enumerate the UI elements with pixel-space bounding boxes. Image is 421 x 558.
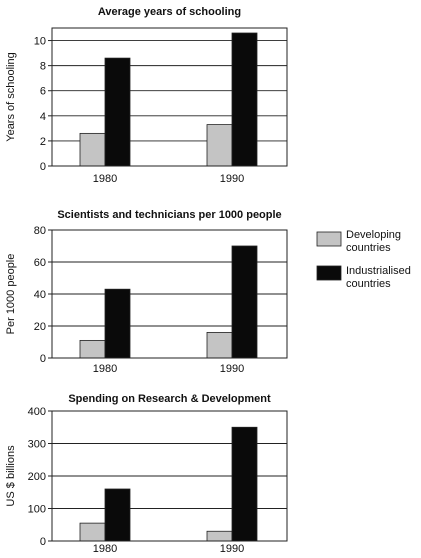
y-axis-label: Per 1000 people	[5, 254, 17, 335]
y-tick-label: 10	[34, 36, 46, 48]
plot-frame	[51, 410, 288, 542]
chart-title: Scientists and technicians per 1000 peop…	[57, 209, 281, 221]
y-tick-label: 6	[40, 86, 46, 98]
bar-developing-1980	[79, 522, 106, 542]
y-axis-label: US $ billions	[5, 445, 17, 507]
chart-title: Average years of schooling	[98, 6, 241, 18]
bar-industrialised-1980	[104, 288, 131, 359]
y-tick-label: 20	[34, 321, 46, 333]
y-tick-label: 200	[28, 471, 46, 483]
legend-label: countries	[346, 242, 391, 254]
legend-swatch	[316, 265, 342, 281]
y-tick-label: 0	[40, 536, 46, 548]
bar-industrialised-1990	[231, 32, 258, 167]
legend-swatch	[316, 231, 342, 247]
legend-label: Industrialised	[346, 265, 411, 277]
bar-industrialised-1990	[231, 426, 258, 542]
y-tick-label: 60	[34, 257, 46, 269]
bar-industrialised-1980	[104, 57, 131, 167]
x-tick-label: 1990	[220, 363, 244, 375]
chart-title: Spending on Research & Development	[68, 393, 271, 405]
chart-1: Average years of schooling 0 2 4 6 8 10 Years o…	[5, 6, 288, 185]
chart-3: Spending on Research & Development 0 100 20…	[5, 393, 288, 555]
y-tick-label: 2	[40, 136, 46, 148]
x-tick-label: 1980	[93, 363, 117, 375]
legend-label: Developing	[346, 229, 401, 241]
bar-developing-1980	[79, 339, 106, 359]
y-tick-label: 100	[28, 504, 46, 516]
legend: DevelopingcountriesIndustrialisedcountri…	[316, 229, 411, 290]
y-tick-label: 300	[28, 439, 46, 451]
bar-developing-1990	[206, 530, 233, 542]
bar-developing-1990	[206, 124, 233, 167]
y-tick-label: 400	[28, 406, 46, 418]
y-tick-label: 4	[40, 111, 46, 123]
y-tick-label: 80	[34, 225, 46, 237]
x-tick-label: 1990	[220, 543, 244, 555]
x-tick-label: 1990	[220, 173, 244, 185]
bar-developing-1980	[79, 132, 106, 167]
x-tick-label: 1980	[93, 543, 117, 555]
y-axis-label: Years of schooling	[5, 52, 17, 142]
plot-frame	[51, 27, 288, 167]
y-tick-label: 0	[40, 161, 46, 173]
bar-industrialised-1990	[231, 245, 258, 359]
x-tick-label: 1980	[93, 173, 117, 185]
chart-2: Scientists and technicians per 1000 peop…	[5, 209, 288, 375]
bar-developing-1990	[206, 331, 233, 359]
y-tick-label: 0	[40, 353, 46, 365]
bar-industrialised-1980	[104, 488, 131, 542]
y-tick-label: 8	[40, 61, 46, 73]
plot-frame	[51, 229, 288, 359]
y-tick-label: 40	[34, 289, 46, 301]
legend-label: countries	[346, 278, 391, 290]
